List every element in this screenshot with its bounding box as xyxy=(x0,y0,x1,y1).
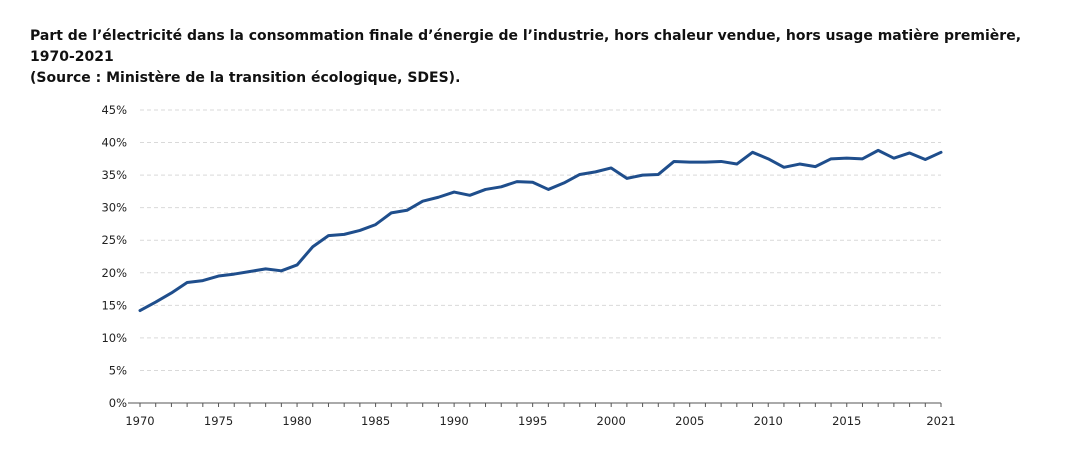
y-tick-label: 45% xyxy=(101,103,127,117)
x-tick-label: 2015 xyxy=(832,414,861,428)
y-tick-label: 5% xyxy=(109,363,127,377)
x-tick-label: 2010 xyxy=(754,414,783,428)
x-tick-label: 2021 xyxy=(926,414,955,428)
y-tick-label: 10% xyxy=(101,331,127,345)
y-tick-label: 35% xyxy=(101,168,127,182)
chart-title-line-2: (Source : Ministère de la transition éco… xyxy=(30,70,461,86)
x-axis xyxy=(128,402,942,407)
x-tick-label: 1980 xyxy=(282,414,311,428)
series-line xyxy=(138,148,943,313)
x-tick-label: 1990 xyxy=(439,414,468,428)
x-tick-label: 1970 xyxy=(125,414,154,428)
x-tick-label: 1995 xyxy=(518,414,547,428)
y-tick-label: 40% xyxy=(101,136,127,150)
series-layer xyxy=(138,148,943,313)
chart-title: Part de l’électricité dans la consommati… xyxy=(30,26,1070,89)
y-tick-label: 30% xyxy=(101,201,127,215)
x-tick-label: 2000 xyxy=(597,414,626,428)
x-tick-label: 1985 xyxy=(361,414,390,428)
y-tick-label: 0% xyxy=(109,396,127,410)
grid-lines xyxy=(140,109,941,371)
y-axis-tick-labels: 0% 5% 10% 15% 20% 25% 30% 35% 40% 45% xyxy=(101,103,127,410)
y-tick-label: 25% xyxy=(101,233,127,247)
x-axis-tick-labels: 1970 1975 1980 1985 1990 1995 2000 2005 2010 2015… xyxy=(125,414,955,428)
x-tick-label: 2005 xyxy=(675,414,704,428)
x-tick-label: 1975 xyxy=(204,414,233,428)
chart-title-line-1: Part de l’électricité dans la consommati… xyxy=(30,28,1022,65)
y-tick-label: 15% xyxy=(101,298,127,312)
y-tick-label: 20% xyxy=(101,266,127,280)
